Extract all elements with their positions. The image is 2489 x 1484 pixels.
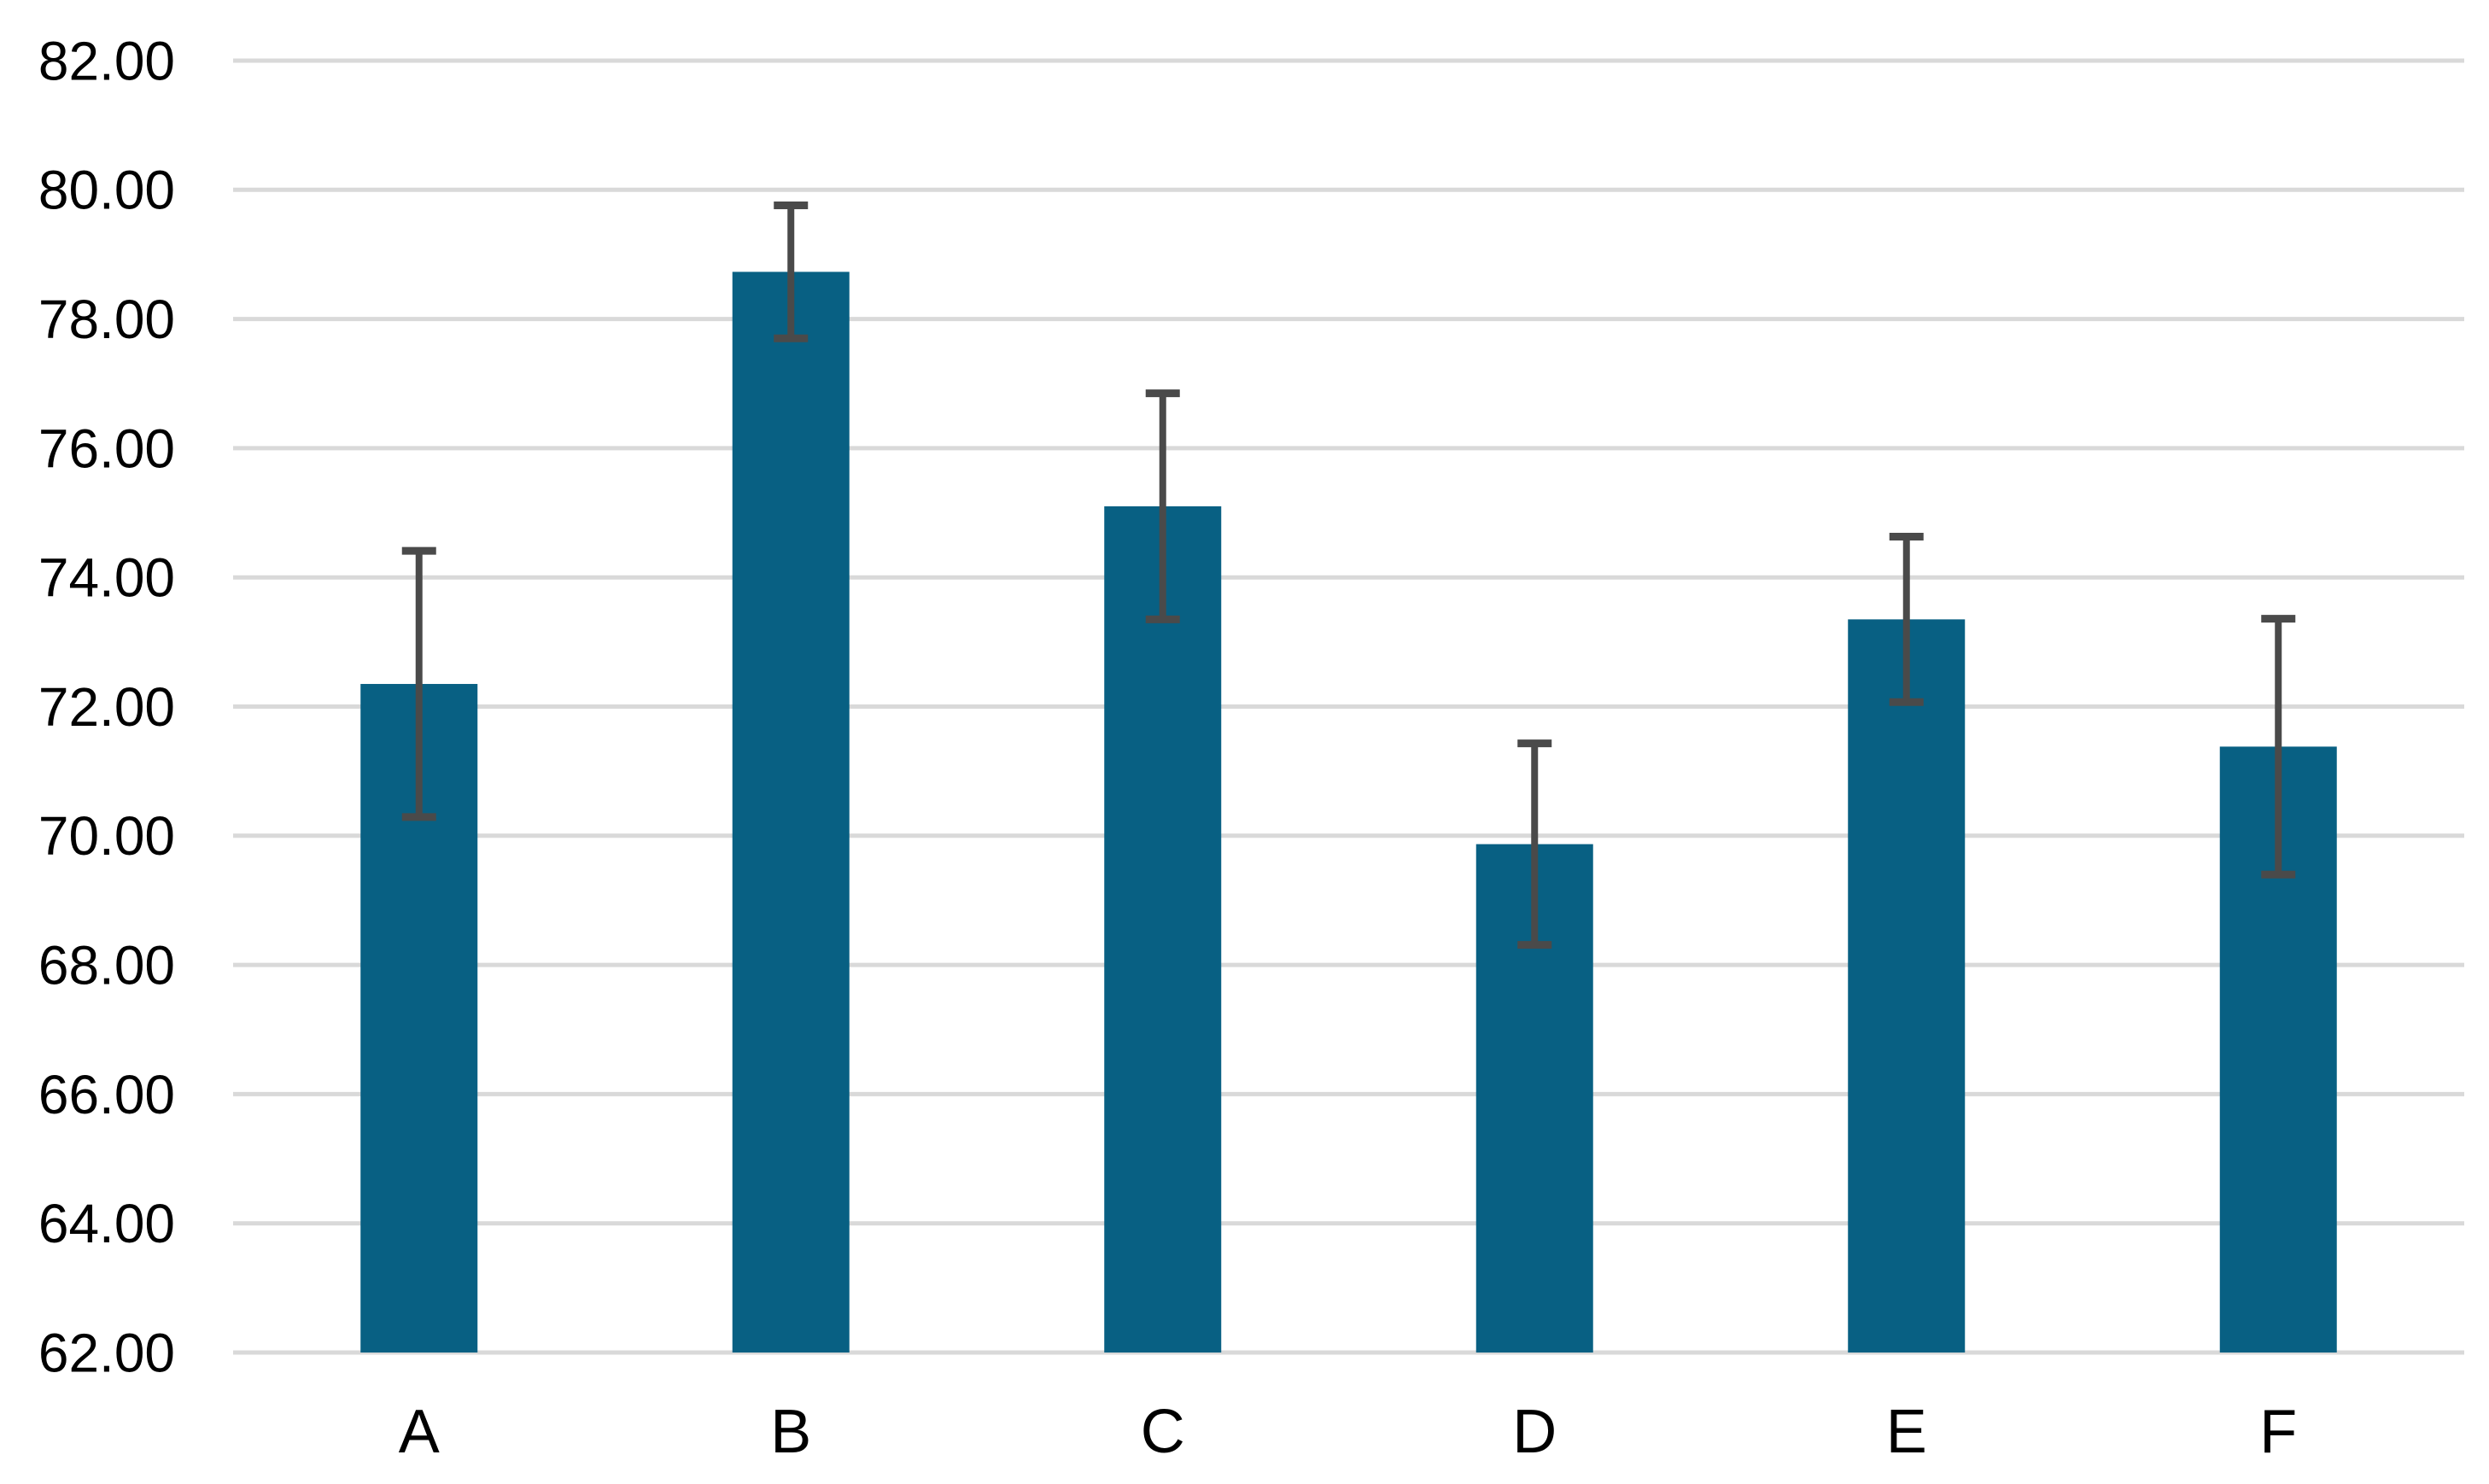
x-axis-category-label: A — [399, 1398, 440, 1466]
x-axis-category-label: E — [1886, 1398, 1927, 1466]
y-axis-tick-label: 64.00 — [38, 1193, 175, 1254]
y-axis-tick-label: 82.00 — [38, 30, 175, 91]
y-axis-tick-label: 78.00 — [38, 289, 175, 350]
x-axis-category-label: B — [770, 1398, 811, 1466]
y-axis-tick-label: 62.00 — [38, 1322, 175, 1383]
y-axis-tick-label: 70.00 — [38, 805, 175, 867]
bar-E — [1848, 619, 1966, 1353]
x-axis-category-label: F — [2259, 1398, 2297, 1466]
y-axis-tick-label: 80.00 — [38, 160, 175, 221]
y-axis-tick-label: 72.00 — [38, 676, 175, 738]
y-axis-tick-label: 68.00 — [38, 935, 175, 996]
bar-C — [1104, 505, 1222, 1353]
y-axis-tick-label: 74.00 — [38, 547, 175, 609]
bar-B — [732, 272, 850, 1353]
x-axis-category-label: C — [1141, 1398, 1185, 1466]
y-axis-tick-label: 76.00 — [38, 418, 175, 479]
x-axis-category-label: D — [1512, 1398, 1557, 1466]
y-axis-tick-label: 66.00 — [38, 1064, 175, 1125]
